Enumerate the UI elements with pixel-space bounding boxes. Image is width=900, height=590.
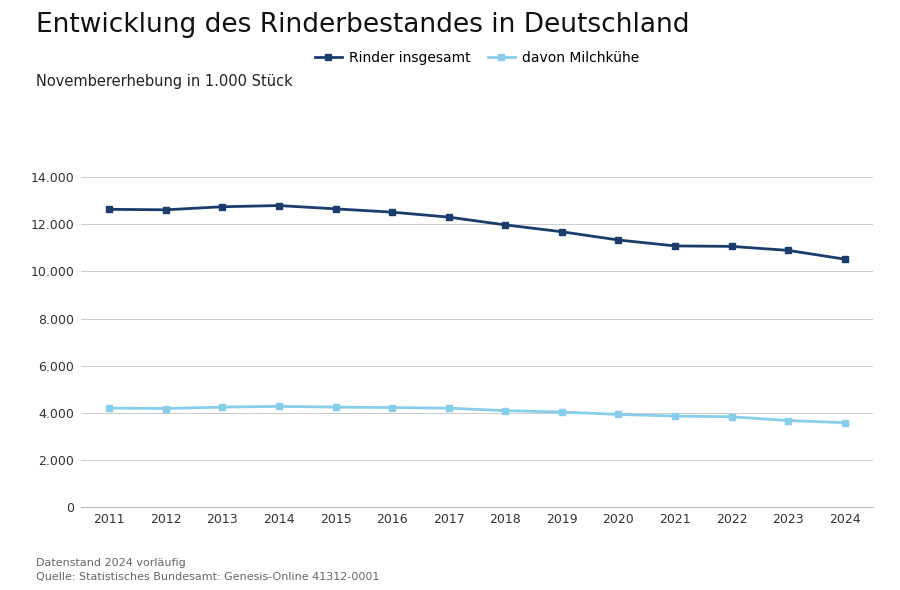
Text: Novembererhebung in 1.000 Stück: Novembererhebung in 1.000 Stück	[36, 74, 292, 88]
Legend: Rinder insgesamt, davon Milchkühe: Rinder insgesamt, davon Milchkühe	[309, 45, 645, 70]
Text: Entwicklung des Rinderbestandes in Deutschland: Entwicklung des Rinderbestandes in Deuts…	[36, 12, 689, 38]
Text: Quelle: Statistisches Bundesamt: Genesis-Online 41312-0001: Quelle: Statistisches Bundesamt: Genesis…	[36, 572, 380, 582]
Text: Datenstand 2024 vorläufig: Datenstand 2024 vorläufig	[36, 558, 185, 568]
